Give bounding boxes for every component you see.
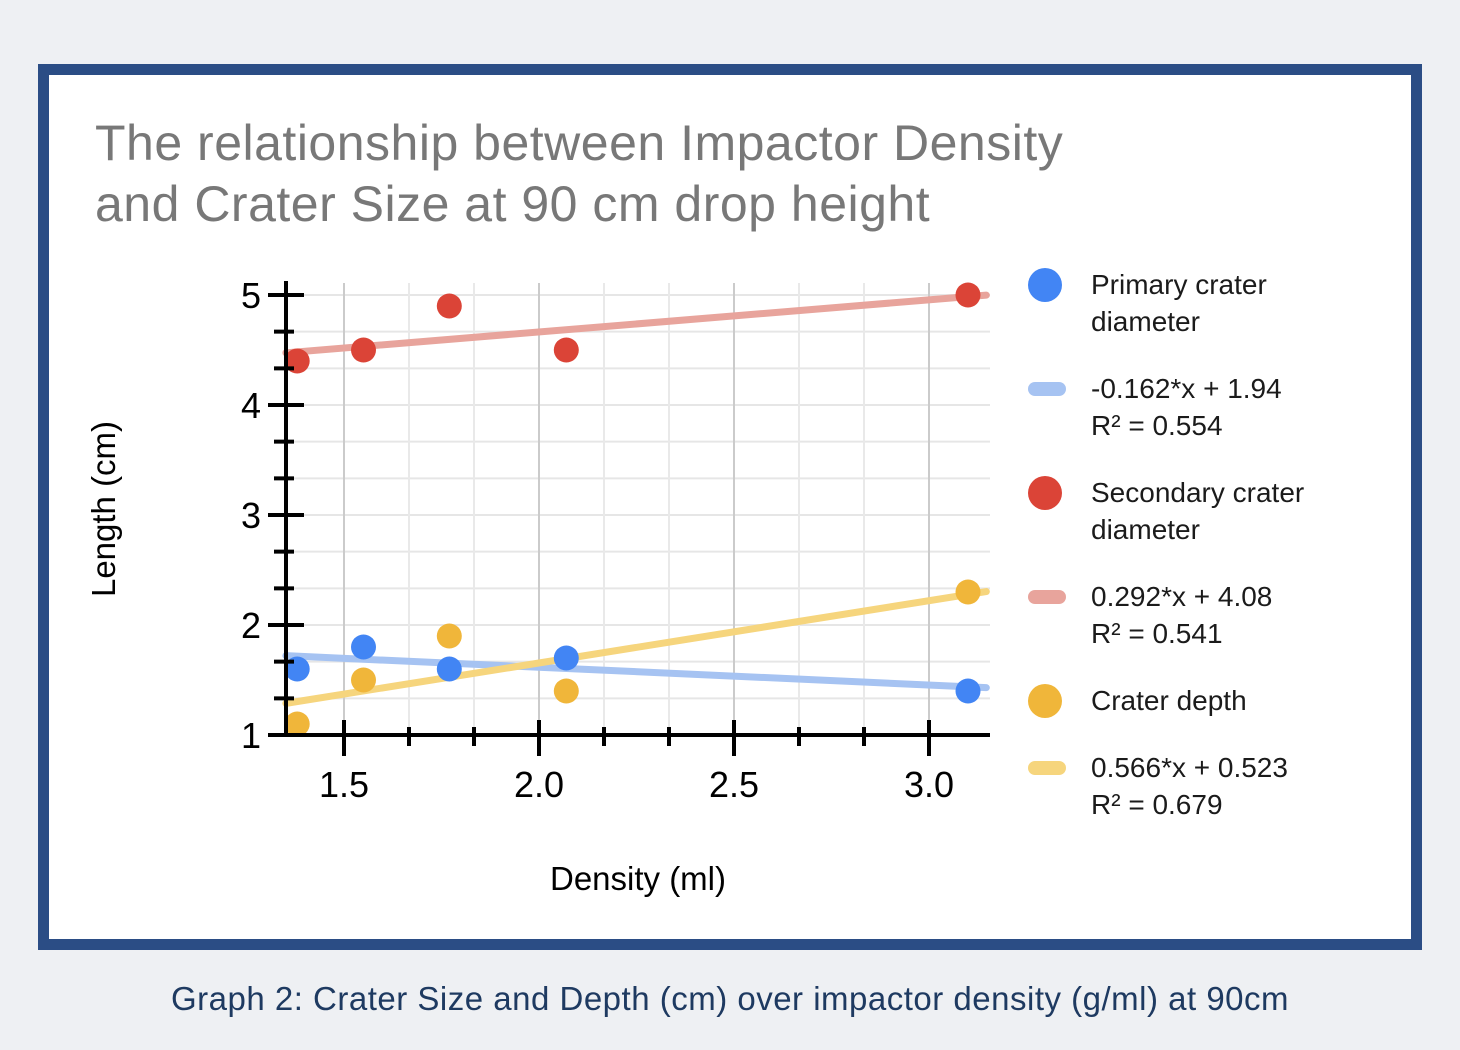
- data-point: [436, 623, 462, 649]
- trendlines: [282, 291, 990, 707]
- legend-icon-col: [1028, 578, 1091, 604]
- chart-title: The relationship between Impactor Densit…: [95, 113, 1063, 235]
- legend-point-icon: [1028, 684, 1062, 718]
- chart-title-line2: and Crater Size at 90 cm drop height: [95, 176, 931, 232]
- legend-series-label: Secondary crater diameter: [1091, 477, 1305, 545]
- vertical-gridlines: [343, 283, 930, 735]
- legend-trendline-equation: 0.292*x + 4.08: [1091, 581, 1273, 612]
- trendline: [282, 588, 990, 707]
- legend-icon-col: [1028, 682, 1091, 718]
- scatter-plot: 1 2 3 4 5 1.5 2.0 2.5 3.0 Density (ml) Length (cm): [85, 275, 990, 897]
- legend-trendline-text: -0.162*x + 1.94 R² = 0.554: [1091, 370, 1361, 444]
- chart-card: The relationship between Impactor Densit…: [38, 64, 1422, 950]
- legend-item-trendline: 0.566*x + 0.523 R² = 0.679: [1028, 749, 1378, 823]
- chart-title-line1: The relationship between Impactor Densit…: [95, 115, 1064, 171]
- data-point: [553, 678, 579, 704]
- data-point: [553, 337, 579, 363]
- x-tick-label: 2.5: [709, 764, 759, 805]
- legend-trendline-r2: R² = 0.679: [1091, 789, 1223, 820]
- legend-trendline-r2: R² = 0.554: [1091, 410, 1223, 441]
- legend-trendline-text: 0.566*x + 0.523 R² = 0.679: [1091, 749, 1361, 823]
- series-points: [284, 282, 981, 374]
- legend-trendline-icon: [1028, 382, 1066, 396]
- y-tick-label: 2: [241, 605, 261, 646]
- tick-labels: 1 2 3 4 5 1.5 2.0 2.5 3.0: [241, 275, 954, 805]
- legend-series-label: Primary crater diameter: [1091, 269, 1267, 337]
- legend-series-label: Crater depth: [1091, 685, 1247, 716]
- legend-icon-col: [1028, 266, 1091, 302]
- y-tick-label: 3: [241, 495, 261, 536]
- legend-trendline-icon: [1028, 761, 1066, 775]
- y-axis-title: Length (cm): [85, 421, 122, 597]
- data-point: [436, 293, 462, 319]
- y-tick-label: 5: [241, 275, 261, 316]
- figure-caption: Graph 2: Crater Size and Depth (cm) over…: [170, 980, 1290, 1017]
- series-points: [284, 579, 981, 737]
- chart-legend: Primary crater diameter -0.162*x + 1.94 R²…: [1028, 266, 1378, 823]
- data-point: [955, 282, 981, 308]
- legend-trendline-equation: -0.162*x + 1.94: [1091, 373, 1282, 404]
- legend-item-series: Primary crater diameter: [1028, 266, 1378, 340]
- legend-trendline-text: 0.292*x + 4.08 R² = 0.541: [1091, 578, 1361, 652]
- legend-point-icon: [1028, 268, 1062, 302]
- legend-item-series: Secondary crater diameter: [1028, 474, 1378, 548]
- legend-item-trendline: 0.292*x + 4.08 R² = 0.541: [1028, 578, 1378, 652]
- legend-trendline-equation: 0.566*x + 0.523: [1091, 752, 1288, 783]
- legend-icon-col: [1028, 370, 1091, 396]
- y-tick-label: 1: [241, 715, 261, 756]
- x-tick-label: 1.5: [319, 764, 369, 805]
- legend-trendline-r2: R² = 0.541: [1091, 618, 1223, 649]
- legend-icon-col: [1028, 749, 1091, 775]
- data-point: [351, 337, 376, 363]
- data-point: [284, 711, 310, 737]
- data-point: [351, 667, 376, 693]
- x-axis-title: Density (ml): [550, 860, 726, 897]
- axes: [268, 281, 990, 756]
- legend-item-trendline: -0.162*x + 1.94 R² = 0.554: [1028, 370, 1378, 444]
- x-tick-label: 2.0: [514, 764, 564, 805]
- data-point: [351, 634, 376, 660]
- legend-point-icon: [1028, 476, 1062, 510]
- y-tick-label: 4: [241, 385, 261, 426]
- legend-icon-col: [1028, 474, 1091, 510]
- x-tick-label: 3.0: [904, 764, 954, 805]
- data-point: [955, 579, 981, 605]
- horizontal-gridlines: [286, 294, 990, 700]
- legend-trendline-icon: [1028, 590, 1066, 604]
- legend-item-series: Crater depth: [1028, 682, 1378, 719]
- trendline: [282, 652, 990, 692]
- data-point: [955, 678, 981, 704]
- series-points: [284, 634, 981, 704]
- data-point: [436, 656, 462, 682]
- trendline: [282, 291, 990, 357]
- data-point: [553, 645, 579, 671]
